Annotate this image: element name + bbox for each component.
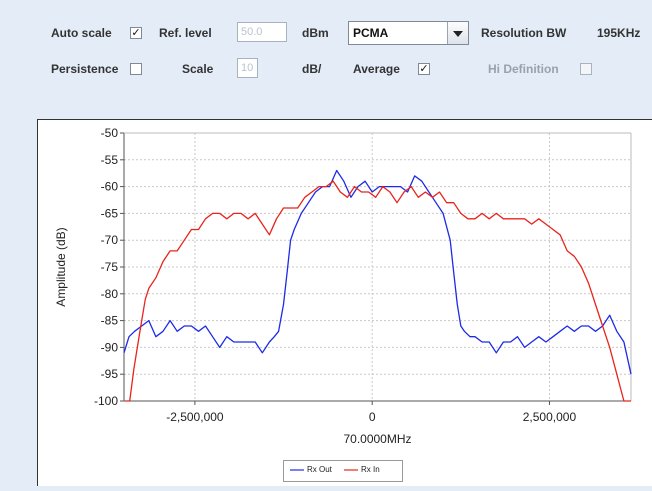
scale-unit: dB/ bbox=[302, 62, 322, 76]
x-tick-label: -2,500,000 bbox=[166, 410, 224, 424]
persistence-checkbox[interactable] bbox=[130, 63, 142, 75]
legend-label-rx-in: Rx In bbox=[361, 465, 380, 474]
hi-definition-label: Hi Definition bbox=[488, 62, 559, 76]
average-label: Average bbox=[353, 62, 400, 76]
auto-scale-checkbox[interactable]: ✓ bbox=[130, 27, 142, 39]
x-tick-label: 0 bbox=[369, 410, 376, 424]
y-axis-label: Amplitude (dB) bbox=[54, 227, 68, 306]
average-checkbox[interactable]: ✓ bbox=[418, 63, 430, 75]
chart-legend: Rx Out Rx In bbox=[283, 460, 403, 482]
y-tick-label: -70 bbox=[101, 233, 119, 247]
legend-label-rx-out: Rx Out bbox=[307, 465, 332, 474]
y-tick-label: -100 bbox=[94, 394, 118, 408]
auto-scale-label: Auto scale bbox=[51, 26, 112, 40]
scale-input[interactable]: 10 bbox=[237, 58, 258, 78]
ref-level-label: Ref. level bbox=[159, 26, 212, 40]
resolution-bw-label: Resolution BW bbox=[481, 26, 567, 40]
y-tick-label: -80 bbox=[101, 287, 119, 301]
spectrum-chart: -50 -55 -60 -65 -70 -75 -80 -85 -90 -95 -100 -2,500… bbox=[54, 126, 632, 446]
hi-definition-checkbox[interactable] bbox=[580, 63, 592, 75]
y-tick-label: -50 bbox=[101, 126, 119, 140]
mode-select[interactable]: PCMA bbox=[348, 21, 469, 45]
persistence-label: Persistence bbox=[51, 62, 119, 76]
y-tick-label: -95 bbox=[101, 367, 119, 381]
ref-level-input[interactable]: 50.0 bbox=[237, 22, 287, 42]
x-tick-label: 2,500,000 bbox=[523, 410, 577, 424]
scale-label: Scale bbox=[182, 62, 214, 76]
spectrum-chart-panel: -50 -55 -60 -65 -70 -75 -80 -85 -90 -95 -100 -2,500… bbox=[37, 119, 652, 486]
y-tick-label: -55 bbox=[101, 153, 119, 167]
series-line-rx-out bbox=[123, 169, 632, 375]
y-tick-label: -75 bbox=[101, 260, 119, 274]
y-tick-label: -60 bbox=[101, 180, 119, 194]
chevron-down-icon[interactable] bbox=[447, 22, 468, 44]
resolution-bw-value: 195KHz bbox=[597, 26, 641, 40]
series-line-rx-in bbox=[125, 180, 631, 402]
y-tick-label: -90 bbox=[101, 340, 119, 354]
y-tick-label: -85 bbox=[101, 314, 119, 328]
x-axis-label: 70.0000MHz bbox=[343, 432, 411, 446]
ref-level-unit: dBm bbox=[302, 26, 329, 40]
mode-select-value: PCMA bbox=[353, 26, 389, 40]
y-tick-label: -65 bbox=[101, 206, 119, 220]
